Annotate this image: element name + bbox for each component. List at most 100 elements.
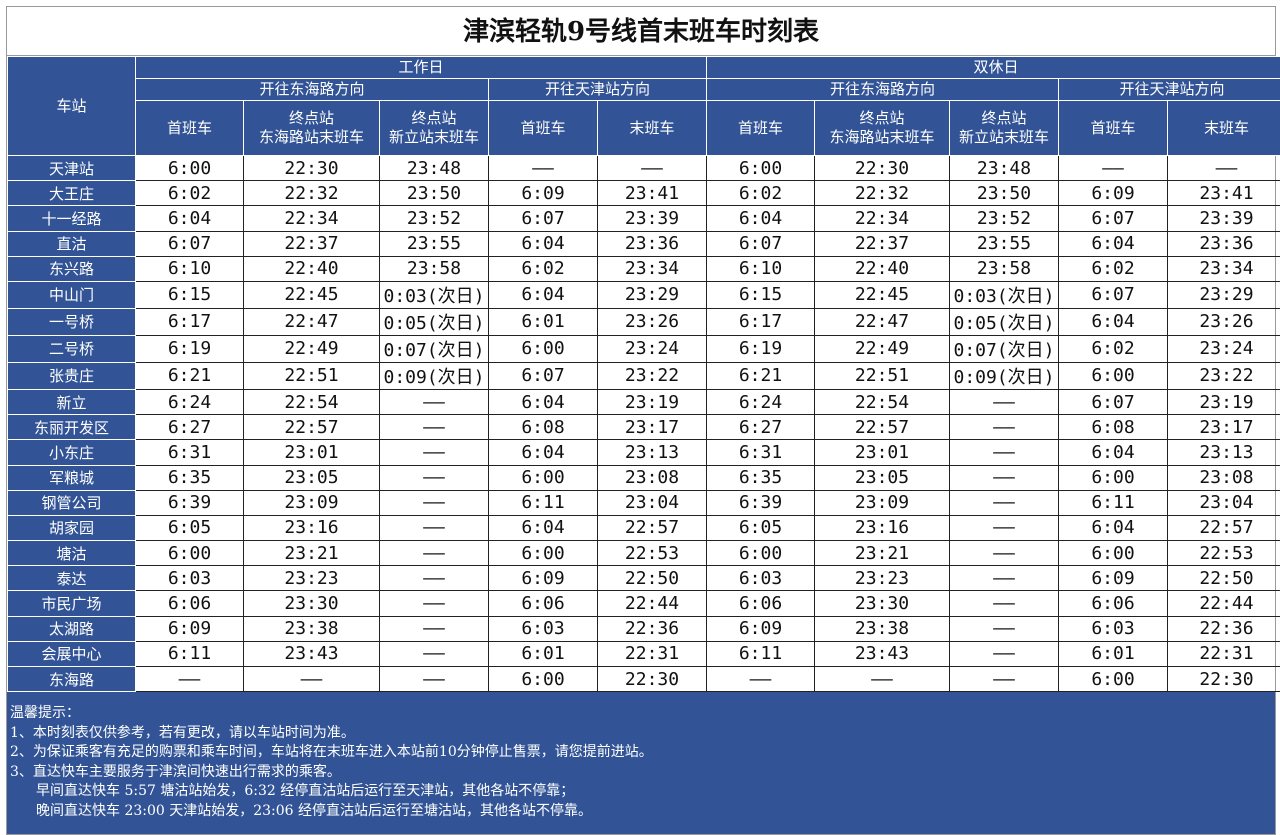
time-cell: 6:05 <box>707 515 815 540</box>
time-cell: 23:36 <box>1168 231 1280 256</box>
time-cell: 6:04 <box>136 206 244 231</box>
station-name: 塘沽 <box>8 541 136 566</box>
time-cell: 6:39 <box>707 490 815 515</box>
time-cell: 0:03(次日) <box>380 281 489 308</box>
notes-panel: 温馨提示： 1、本时刻表仅供参考，若有更改，请以车站时间为准。 2、为保证乘客有… <box>7 692 1275 834</box>
time-cell: 6:02 <box>136 181 244 206</box>
station-name: 直沽 <box>8 231 136 256</box>
note-sub-item: 晚间直达快车 23:00 天津站始发，23:06 经停直沽站后运行至塘沽站，其他… <box>10 802 1272 822</box>
time-cell: 6:24 <box>136 389 244 414</box>
time-cell: 22:31 <box>1168 641 1280 666</box>
col-first: 首班车 <box>489 101 598 156</box>
station-name: 东丽开发区 <box>8 415 136 440</box>
time-cell: —— <box>950 515 1059 540</box>
time-cell: 23:23 <box>815 566 950 591</box>
time-cell: 23:41 <box>598 181 707 206</box>
time-cell: 23:43 <box>244 641 380 666</box>
time-cell: 23:05 <box>244 465 380 490</box>
time-cell: 6:31 <box>136 440 244 465</box>
time-cell: 23:58 <box>950 256 1059 281</box>
time-cell: 22:53 <box>1168 541 1280 566</box>
time-cell: 23:50 <box>380 181 489 206</box>
time-cell: 22:49 <box>815 335 950 362</box>
weekday-dir-tianjin: 开往天津站方向 <box>489 79 707 101</box>
time-cell: 23:08 <box>598 465 707 490</box>
time-cell: 23:19 <box>598 389 707 414</box>
time-cell: 22:36 <box>598 616 707 641</box>
time-cell: 6:00 <box>1059 362 1168 389</box>
note-sub-item: 早间直达快车 5:57 塘沽站始发，6:32 经停直沽站后运行至天津站，其他各站… <box>10 782 1272 802</box>
time-cell: 22:57 <box>244 415 380 440</box>
time-cell: —— <box>707 667 815 692</box>
time-cell: 6:15 <box>707 281 815 308</box>
time-cell: 6:21 <box>136 362 244 389</box>
time-cell: 22:30 <box>815 156 950 181</box>
note-item: 3、直达快车主要服务于津滨间快速出行需求的乘客。 <box>10 763 1272 783</box>
time-cell: 22:45 <box>815 281 950 308</box>
station-name: 钢管公司 <box>8 490 136 515</box>
time-cell: 6:03 <box>136 566 244 591</box>
col-first: 首班车 <box>1059 101 1168 156</box>
time-cell: —— <box>380 667 489 692</box>
notes-heading: 温馨提示： <box>10 704 1272 724</box>
time-cell: 6:10 <box>136 256 244 281</box>
time-cell: 6:07 <box>489 362 598 389</box>
station-name: 新立 <box>8 389 136 414</box>
time-cell: 6:04 <box>707 206 815 231</box>
time-cell: 0:05(次日) <box>380 308 489 335</box>
time-cell: 22:57 <box>598 515 707 540</box>
station-name: 张贵庄 <box>8 362 136 389</box>
time-cell: 22:54 <box>244 389 380 414</box>
time-cell: 6:06 <box>707 591 815 616</box>
station-name: 军粮城 <box>8 465 136 490</box>
time-cell: 6:06 <box>489 591 598 616</box>
time-cell: 23:30 <box>244 591 380 616</box>
time-cell: 6:01 <box>489 308 598 335</box>
station-name: 中山门 <box>8 281 136 308</box>
time-cell: 6:03 <box>1059 616 1168 641</box>
time-cell: 6:02 <box>489 256 598 281</box>
time-cell: 23:23 <box>244 566 380 591</box>
time-cell: 23:43 <box>815 641 950 666</box>
time-cell: 23:05 <box>815 465 950 490</box>
time-cell: 22:34 <box>815 206 950 231</box>
time-cell: —— <box>815 667 950 692</box>
col-last: 末班车 <box>598 101 707 156</box>
time-cell: 0:09(次日) <box>380 362 489 389</box>
time-cell: —— <box>380 616 489 641</box>
time-cell: 6:11 <box>707 641 815 666</box>
time-cell: 6:04 <box>489 440 598 465</box>
time-cell: 22:30 <box>1168 667 1280 692</box>
time-cell: —— <box>136 667 244 692</box>
time-cell: 23:39 <box>598 206 707 231</box>
time-cell: —— <box>489 156 598 181</box>
time-cell: 6:03 <box>489 616 598 641</box>
station-name: 泰达 <box>8 566 136 591</box>
time-cell: —— <box>950 465 1059 490</box>
col-term-xinli: 终点站新立站末班车 <box>380 101 489 156</box>
time-cell: 23:34 <box>598 256 707 281</box>
time-cell: 6:15 <box>136 281 244 308</box>
time-cell: —— <box>380 490 489 515</box>
time-cell: —— <box>950 389 1059 414</box>
time-cell: 6:00 <box>136 541 244 566</box>
col-first: 首班车 <box>707 101 815 156</box>
station-name: 市民广场 <box>8 591 136 616</box>
time-cell: —— <box>380 389 489 414</box>
time-cell: 6:11 <box>489 490 598 515</box>
time-cell: 23:55 <box>950 231 1059 256</box>
weekday-header: 工作日 <box>136 57 707 79</box>
time-cell: 6:00 <box>489 465 598 490</box>
weekend-dir-tianjin: 开往天津站方向 <box>1059 79 1280 101</box>
time-cell: 6:07 <box>1059 281 1168 308</box>
time-cell: 23:50 <box>950 181 1059 206</box>
